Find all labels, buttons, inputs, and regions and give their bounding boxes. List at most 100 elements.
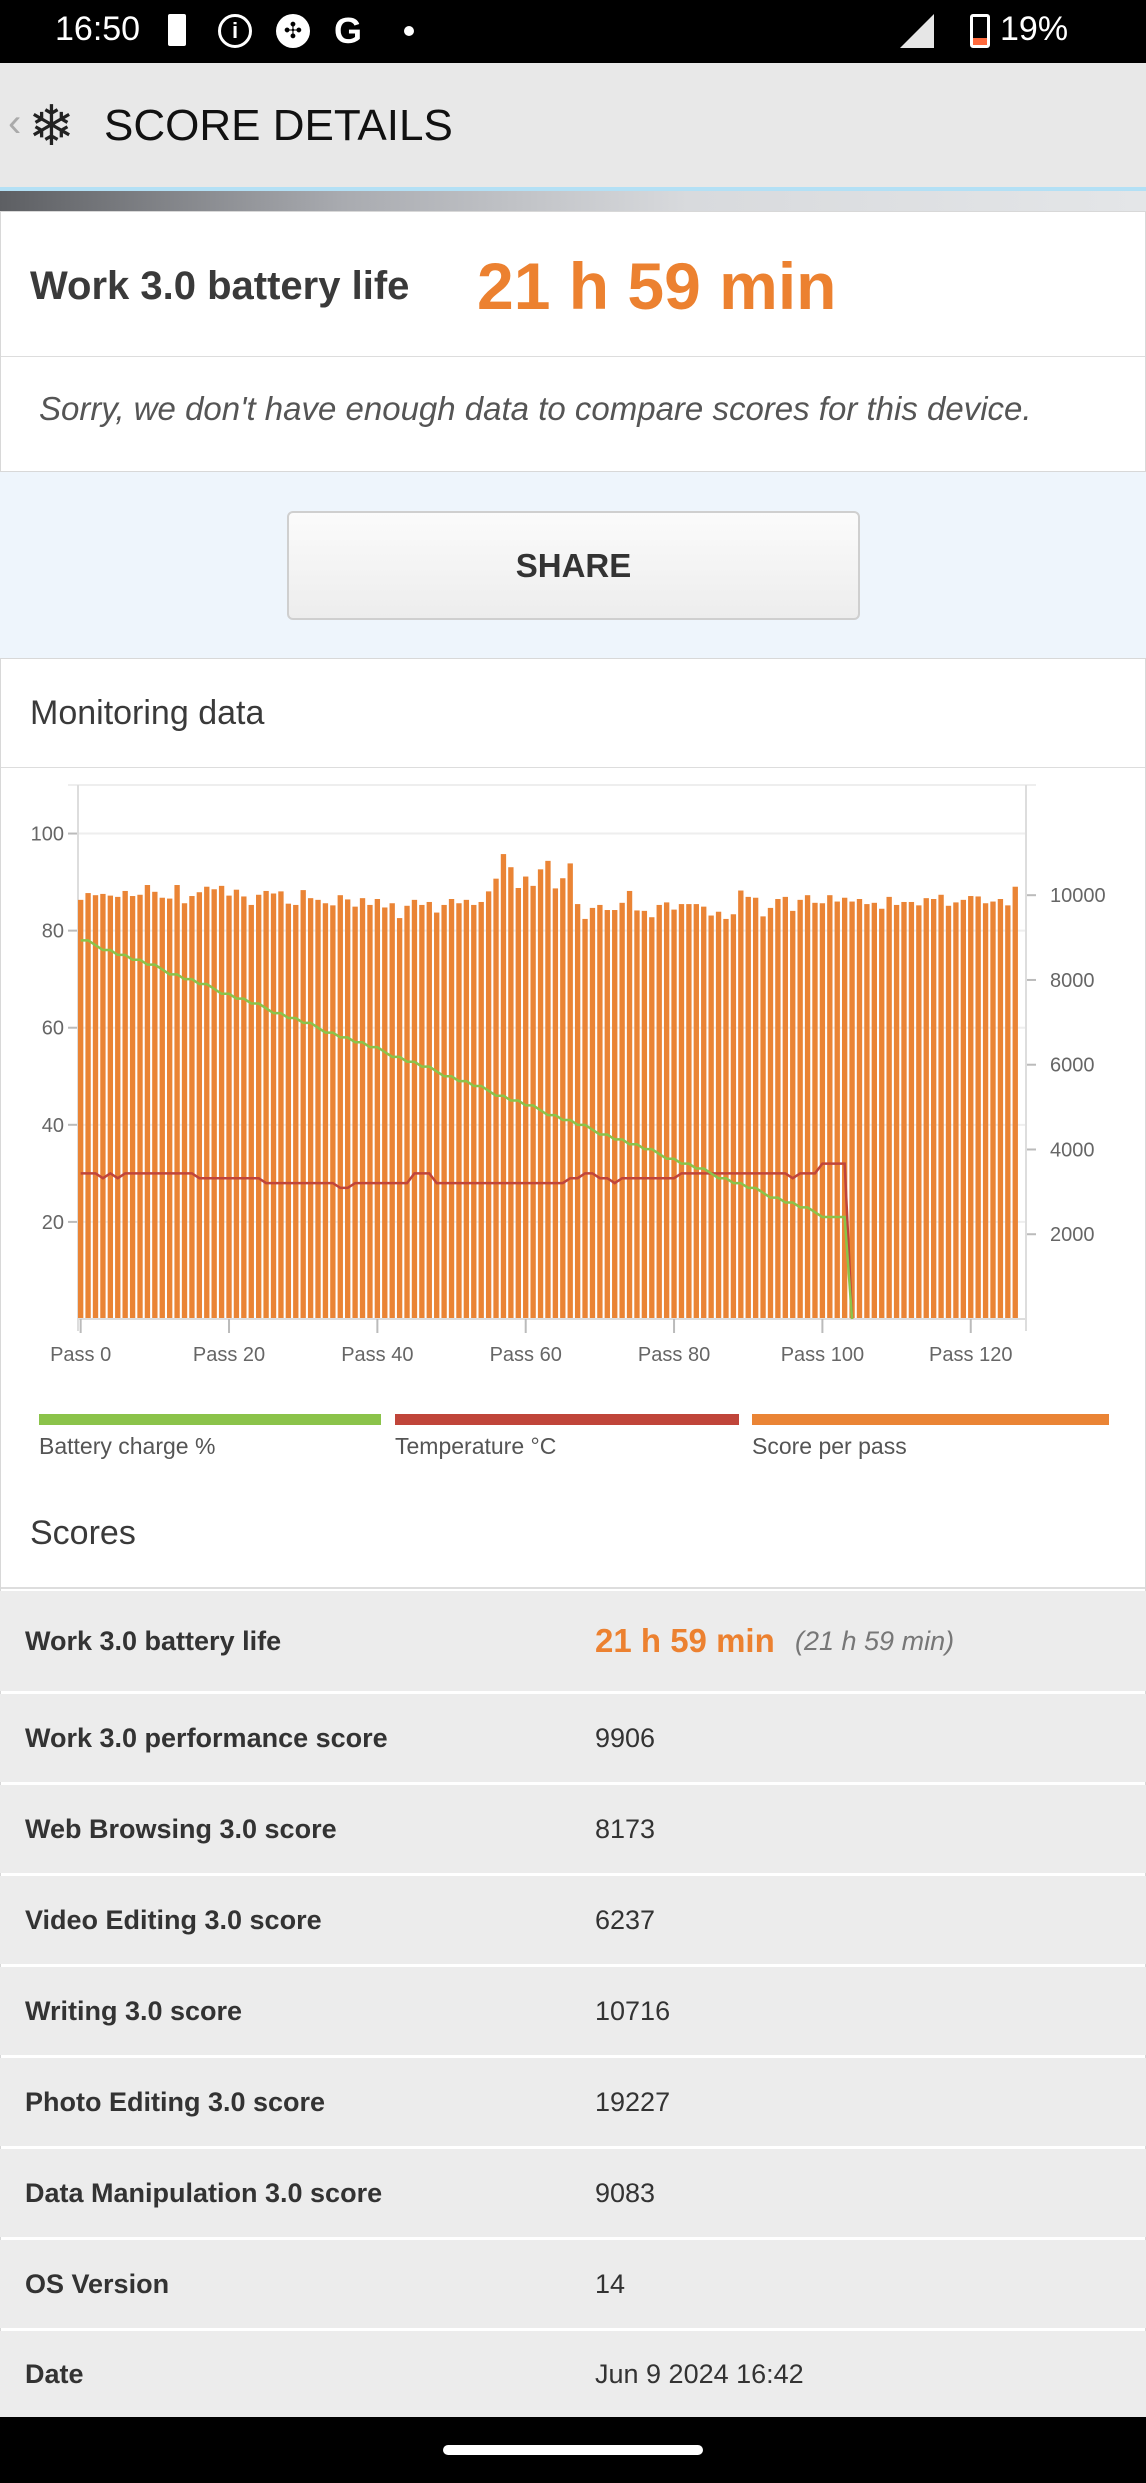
score-row: Data Manipulation 3.0 score 9083 <box>0 2149 1146 2237</box>
score-bar <box>775 899 781 1319</box>
score-bar <box>270 893 277 1319</box>
x-tick-label: Pass 80 <box>638 1344 710 1366</box>
score-row: Video Editing 3.0 score 6237 <box>0 1876 1146 1964</box>
score-bar <box>856 899 863 1319</box>
score-value: 6237 <box>595 1905 656 1935</box>
score-bar <box>478 901 484 1319</box>
score-bar <box>107 895 114 1319</box>
score-bar <box>92 895 99 1319</box>
right-tick-label: 10000 <box>1050 885 1106 907</box>
score-bar <box>218 885 225 1319</box>
score-bar <box>990 901 996 1319</box>
score-bar <box>374 899 381 1319</box>
score-bar <box>864 904 870 1319</box>
device-banner-image <box>0 191 1146 211</box>
x-tick-label: Pass 0 <box>50 1344 111 1366</box>
score-bar <box>574 904 581 1319</box>
clock: 16:50 <box>55 10 141 48</box>
score-bar <box>560 878 566 1319</box>
score-bar <box>752 897 759 1319</box>
score-bar <box>723 918 729 1319</box>
score-bar <box>181 903 188 1319</box>
score-bar <box>656 904 662 1319</box>
battery-line <box>80 939 854 1320</box>
score-bar <box>382 907 388 1319</box>
score-bar <box>589 907 596 1319</box>
status-bar: 16:50 i ✣ G 19% <box>0 0 1146 63</box>
score-bar <box>597 904 603 1319</box>
summary-value: 21 h 59 min <box>477 249 837 323</box>
temperature-line <box>80 1162 854 1320</box>
right-tick-label: 4000 <box>1050 1139 1095 1161</box>
google-icon: G <box>334 10 363 51</box>
score-row: Photo Editing 3.0 score 19227 <box>0 2058 1146 2146</box>
score-bar <box>678 904 685 1319</box>
score-bar <box>975 896 981 1319</box>
score-row: Work 3.0 battery life 21 h 59 min (21 h 59… <box>0 1591 1146 1691</box>
score-bar <box>196 892 203 1319</box>
score-bar <box>619 902 625 1319</box>
score-bar <box>1005 905 1011 1319</box>
legend-temperature: Temperature °C <box>395 1433 557 1459</box>
score-value: 9083 <box>595 2178 656 2208</box>
score-bar <box>938 894 944 1319</box>
share-button[interactable]: SHARE <box>287 511 860 620</box>
score-bar <box>256 894 262 1319</box>
score-bar <box>129 896 136 1319</box>
score-bar <box>174 885 180 1319</box>
score-bar <box>945 905 952 1319</box>
score-label: Writing 3.0 score <box>25 1996 243 2026</box>
score-bar <box>715 911 722 1319</box>
score-bar <box>827 895 833 1319</box>
score-bar <box>426 901 432 1319</box>
legend-score: Score per pass <box>752 1433 907 1459</box>
score-bar <box>115 896 121 1319</box>
score-bar <box>537 869 544 1319</box>
info-icon: i <box>218 14 252 48</box>
home-handle[interactable] <box>443 2445 703 2455</box>
score-bar <box>612 910 618 1319</box>
app-bar: ‹ ❄ SCORE DETAILS <box>0 63 1146 187</box>
score-bar <box>471 904 477 1319</box>
score-bar <box>241 896 247 1319</box>
score-bar <box>626 890 633 1319</box>
battery-percent: 19% <box>1000 10 1069 48</box>
score-bar <box>604 910 610 1319</box>
score-bar <box>930 899 937 1319</box>
score-row: Web Browsing 3.0 score 8173 <box>0 1785 1146 1873</box>
score-bar <box>797 899 803 1319</box>
score-bar <box>1012 886 1018 1319</box>
score-bar <box>278 891 284 1319</box>
score-bar <box>693 904 699 1319</box>
score-bar <box>352 906 358 1319</box>
score-bar <box>849 901 855 1319</box>
divider <box>1 356 1145 357</box>
battery-icon <box>970 14 990 48</box>
legend-swatch-battery <box>39 1414 381 1425</box>
score-bar <box>908 901 915 1319</box>
score-label: Data Manipulation 3.0 score <box>25 2178 383 2208</box>
right-tick-label: 2000 <box>1050 1224 1095 1246</box>
score-bar <box>226 895 232 1319</box>
score-bar <box>359 898 366 1319</box>
score-bar <box>204 886 210 1319</box>
score-bar <box>100 893 106 1319</box>
score-bar <box>671 909 677 1319</box>
score-bar <box>337 895 343 1319</box>
score-bar <box>508 867 514 1319</box>
left-tick-label: 40 <box>42 1115 64 1137</box>
score-bar <box>545 860 551 1319</box>
score-bar <box>745 896 751 1319</box>
score-bar <box>686 904 692 1319</box>
chevron-left-icon[interactable]: ‹ <box>8 101 22 145</box>
scores-title: Scores <box>30 1514 136 1552</box>
score-bar <box>515 887 521 1319</box>
left-tick-label: 20 <box>42 1212 64 1234</box>
summary-label: Work 3.0 battery life <box>30 264 410 308</box>
score-bar <box>634 910 640 1319</box>
x-tick-label: Pass 100 <box>781 1344 864 1366</box>
x-tick-label: Pass 20 <box>193 1344 265 1366</box>
score-value: 9906 <box>595 1723 656 1753</box>
score-bar <box>708 915 714 1319</box>
score-bar <box>523 876 529 1319</box>
